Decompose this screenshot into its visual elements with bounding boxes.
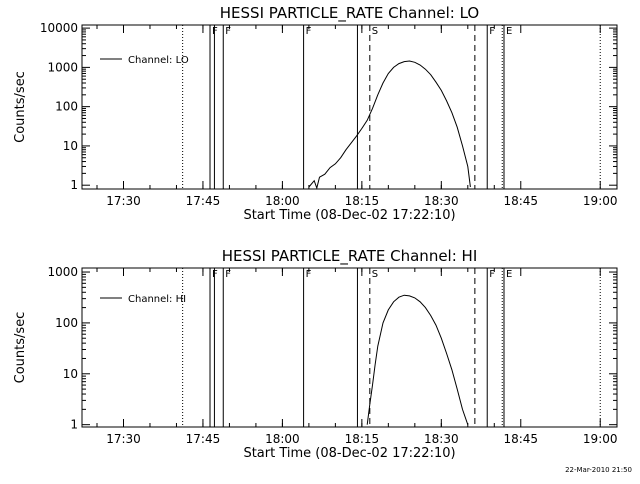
y-tick-label: 1 (70, 178, 78, 192)
chart-panel-1: HESSI PARTICLE_RATE Channel: LO 17:30 17:4… (13, 4, 618, 223)
y-axis-label: Counts/sec (13, 312, 28, 384)
x-tick-label: 17:45 (186, 194, 221, 208)
x-tick-label: 19:00 (583, 194, 618, 208)
y-tick-label: 1000 (47, 60, 78, 74)
x-tick-label: 18:15 (345, 194, 380, 208)
x-tick-label: 18:00 (265, 194, 300, 208)
x-tick-label: 18:00 (265, 432, 300, 446)
x-tick-label: 17:45 (186, 432, 221, 446)
event-marker-label: F (212, 269, 218, 280)
y-tick-label: 100 (55, 316, 78, 330)
x-tick-label: 19:00 (583, 432, 618, 446)
y-tick-label: 100 (55, 100, 78, 114)
x-tick-label: 18:30 (424, 432, 459, 446)
legend-label: Channel: HI (128, 294, 186, 305)
x-tick-label: 18:45 (503, 194, 538, 208)
event-marker-label: F (225, 26, 231, 37)
event-marker-label: E (506, 26, 512, 37)
x-axis-label: Start Time (08-Dec-02 17:22:10) (243, 208, 455, 223)
chart-panel-2: HESSI PARTICLE_RATE Channel: HI 17:30 17:4… (13, 247, 618, 461)
footer-timestamp: 22-Mar-2010 21:50 (565, 466, 632, 474)
event-marker-label: S (372, 26, 378, 37)
series-line (366, 294, 469, 425)
event-marker-label: F (489, 26, 495, 37)
event-marker-label: F (306, 26, 312, 37)
y-tick-label: 1 (70, 418, 78, 432)
plot-frame (81, 267, 618, 428)
event-marker-label: S (372, 269, 378, 280)
x-tick-label: 17:30 (106, 432, 141, 446)
x-tick-label: 18:45 (503, 432, 538, 446)
y-tick-label: 10 (63, 139, 78, 153)
y-tick-label: 10 (63, 367, 78, 381)
event-marker-label: F (306, 269, 312, 280)
series-line (308, 60, 471, 190)
event-marker-label: F (489, 269, 495, 280)
plot-frame (81, 24, 618, 190)
x-axis-label: Start Time (08-Dec-02 17:22:10) (243, 446, 455, 461)
x-tick-label: 18:30 (424, 194, 459, 208)
chart-title: HESSI PARTICLE_RATE Channel: HI (222, 247, 478, 266)
event-marker-label: F (212, 26, 218, 37)
x-tick-label: 17:30 (106, 194, 141, 208)
y-axis-label: Counts/sec (13, 71, 28, 143)
legend-label: Channel: LO (128, 55, 189, 66)
event-marker-label: F (225, 269, 231, 280)
y-tick-label: 10000 (40, 21, 78, 35)
event-marker-label: E (506, 269, 512, 280)
y-tick-label: 1000 (47, 265, 78, 279)
x-tick-label: 18:15 (345, 432, 380, 446)
chart-title: HESSI PARTICLE_RATE Channel: LO (220, 4, 479, 23)
